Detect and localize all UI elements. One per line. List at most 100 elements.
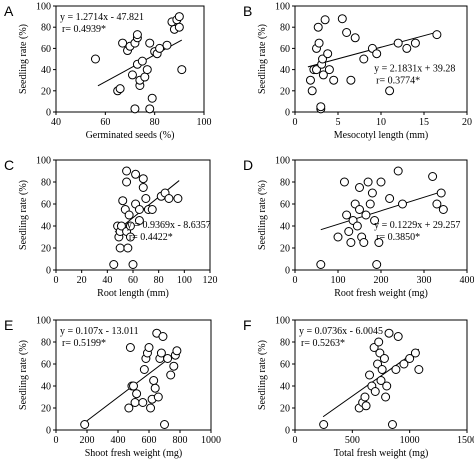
data-point [391,365,401,374]
data-point [158,332,168,341]
y-tick-label: 40 [280,222,290,233]
regression-equation: y = 2.1831x + 39.28 [374,64,455,75]
data-point [363,177,373,187]
x-tick-label: 0 [293,435,298,446]
data-point [333,232,343,242]
x-tick-label: 400 [111,435,126,446]
y-tick-label: 40 [41,222,51,233]
correlation-label: r= 0.4422* [129,232,173,243]
data-point [307,86,317,96]
x-tick-label: 200 [374,275,389,286]
data-point [312,65,321,75]
x-tick-label: 0 [293,117,298,128]
y-axis-label: Seedling rate (%) [257,340,268,410]
x-axis-label: Root length (mm) [97,288,169,299]
correlation-label: r= 0.5263* [301,338,345,349]
x-tick-label: 20 [77,275,87,286]
y-axis-label: Seedling rate (%) [18,24,29,94]
data-point [410,38,420,48]
x-tick-label: 800 [173,435,188,446]
data-point [410,348,420,358]
data-point [116,221,126,231]
x-tick-label: 10 [376,117,386,128]
data-point [384,328,394,338]
y-tick-label: 0 [285,426,290,437]
plot-frame [55,5,205,113]
data-point [80,420,90,429]
data-point [438,205,448,214]
y-tick-label: 80 [280,23,290,34]
y-axis-label: Seedling rate (%) [18,180,29,250]
data-point [393,38,403,48]
x-tick-label: 20 [462,117,472,128]
x-tick-label: 40 [102,275,112,286]
y-tick-label: 20 [280,404,290,415]
data-point [125,343,135,352]
data-point [370,387,380,396]
correlation-label: r= 0.3774* [376,76,420,87]
data-point [166,370,176,380]
data-point [355,205,364,214]
data-point [127,70,137,80]
data-point [314,38,324,48]
x-tick-label: 120 [203,275,218,286]
data-point [346,75,356,85]
data-point [134,216,144,225]
regression-equation: y = 0.0736x - 6.0045 [299,326,383,337]
data-point [367,188,377,198]
panel-c: C 0 20 40 60 80 100 120 0 20 40 60 80 100 Root length … [4,156,218,300]
data-point [385,194,395,203]
y-tick-label: 60 [280,200,290,211]
data-point [138,183,148,192]
y-axis-label: Seedling rate (%) [257,180,268,250]
data-point [163,354,173,363]
y-tick-label: 100 [36,2,51,13]
data-point [124,403,134,413]
data-point [382,381,392,391]
data-point [318,54,328,64]
y-tick-label: 60 [280,360,290,371]
data-point [115,84,125,94]
data-point [372,260,382,269]
y-tick-label: 60 [41,200,51,211]
x-tick-label: 300 [417,275,432,286]
data-point [147,93,157,103]
plot-frame [294,159,468,271]
data-point [377,365,387,374]
data-point [162,40,172,50]
y-tick-label: 20 [280,86,290,97]
data-point [346,238,356,247]
regression-equation: y = 0.9369x - 8.6357 [127,220,211,231]
x-axis-label: Germinated seeds (%) [86,130,175,141]
panel-d: D 0 100 200 300 400 0 20 40 60 80 100 Root fresh wei… [243,156,474,300]
data-point [129,381,138,391]
x-tick-label: 40 [51,117,61,128]
data-point [379,354,389,363]
x-tick-label: 0 [54,275,59,286]
data-point [138,174,148,184]
data-point [359,238,369,247]
data-point [355,183,364,192]
panel-a: A 40 60 80 100 0 20 40 60 80 100 Germinated seeds (… [4,2,212,142]
data-point [122,177,132,187]
x-tick-label: 15 [419,117,429,128]
plot-frame [294,319,468,431]
data-point [155,43,165,53]
data-point [125,221,135,231]
y-axis-label: Seedling rate (%) [18,340,29,410]
x-tick-label: 60 [128,275,138,286]
y-tick-label: 100 [275,156,290,167]
y-tick-label: 40 [280,382,290,393]
data-point [324,65,334,75]
y-tick-label: 80 [41,178,51,189]
data-point [313,22,323,32]
data-point [376,177,386,187]
y-tick-label: 80 [41,338,51,349]
y-tick-label: 0 [285,266,290,277]
data-point [147,205,157,214]
x-tick-label: 0 [293,275,298,286]
x-tick-label: 100 [177,275,192,286]
data-point [124,210,134,220]
